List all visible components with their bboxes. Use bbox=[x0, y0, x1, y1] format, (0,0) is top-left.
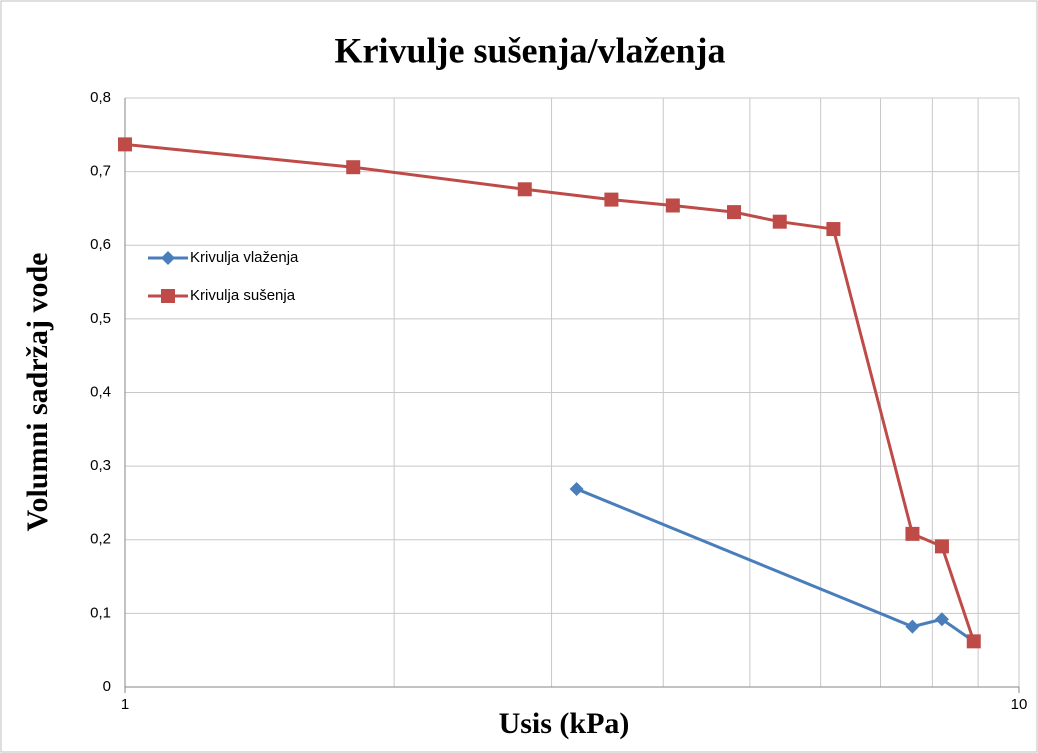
data-point bbox=[772, 214, 787, 229]
y-tick-label: 0,6 bbox=[90, 236, 111, 253]
data-point bbox=[665, 198, 680, 213]
y-tick-label: 0,8 bbox=[90, 89, 111, 106]
y-tick-label: 0,1 bbox=[90, 604, 111, 621]
chart-title: Krivulje sušenja/vlaženja bbox=[335, 30, 726, 70]
y-tick-label: 0,5 bbox=[90, 310, 111, 327]
data-point bbox=[727, 205, 742, 220]
data-point bbox=[604, 192, 619, 207]
legend-marker bbox=[161, 251, 175, 265]
data-point bbox=[934, 539, 949, 554]
y-tick-label: 0 bbox=[103, 678, 111, 695]
y-tick-label: 0,7 bbox=[90, 163, 111, 180]
data-point bbox=[934, 612, 949, 627]
y-tick-label: 0,4 bbox=[90, 383, 111, 400]
y-tick-label: 0,2 bbox=[90, 531, 111, 548]
legend-label: Krivulja sušenja bbox=[190, 287, 296, 304]
data-point bbox=[905, 526, 920, 541]
data-point bbox=[905, 619, 920, 634]
data-point bbox=[826, 222, 841, 237]
data-point bbox=[569, 481, 584, 496]
legend-marker bbox=[161, 289, 175, 303]
data-point bbox=[118, 137, 132, 152]
data-point bbox=[517, 182, 532, 197]
x-tick-label: 1 bbox=[121, 696, 129, 713]
data-point bbox=[346, 160, 361, 175]
legend-label: Krivulja vlaženja bbox=[190, 249, 299, 266]
x-axis-title: Usis (kPa) bbox=[499, 707, 630, 740]
y-axis-title: Volumni sadržaj vode bbox=[21, 253, 54, 532]
series-line bbox=[576, 487, 975, 643]
x-tick-label: 10 bbox=[1011, 696, 1028, 713]
data-point bbox=[966, 634, 981, 649]
y-tick-label: 0,3 bbox=[90, 457, 111, 474]
